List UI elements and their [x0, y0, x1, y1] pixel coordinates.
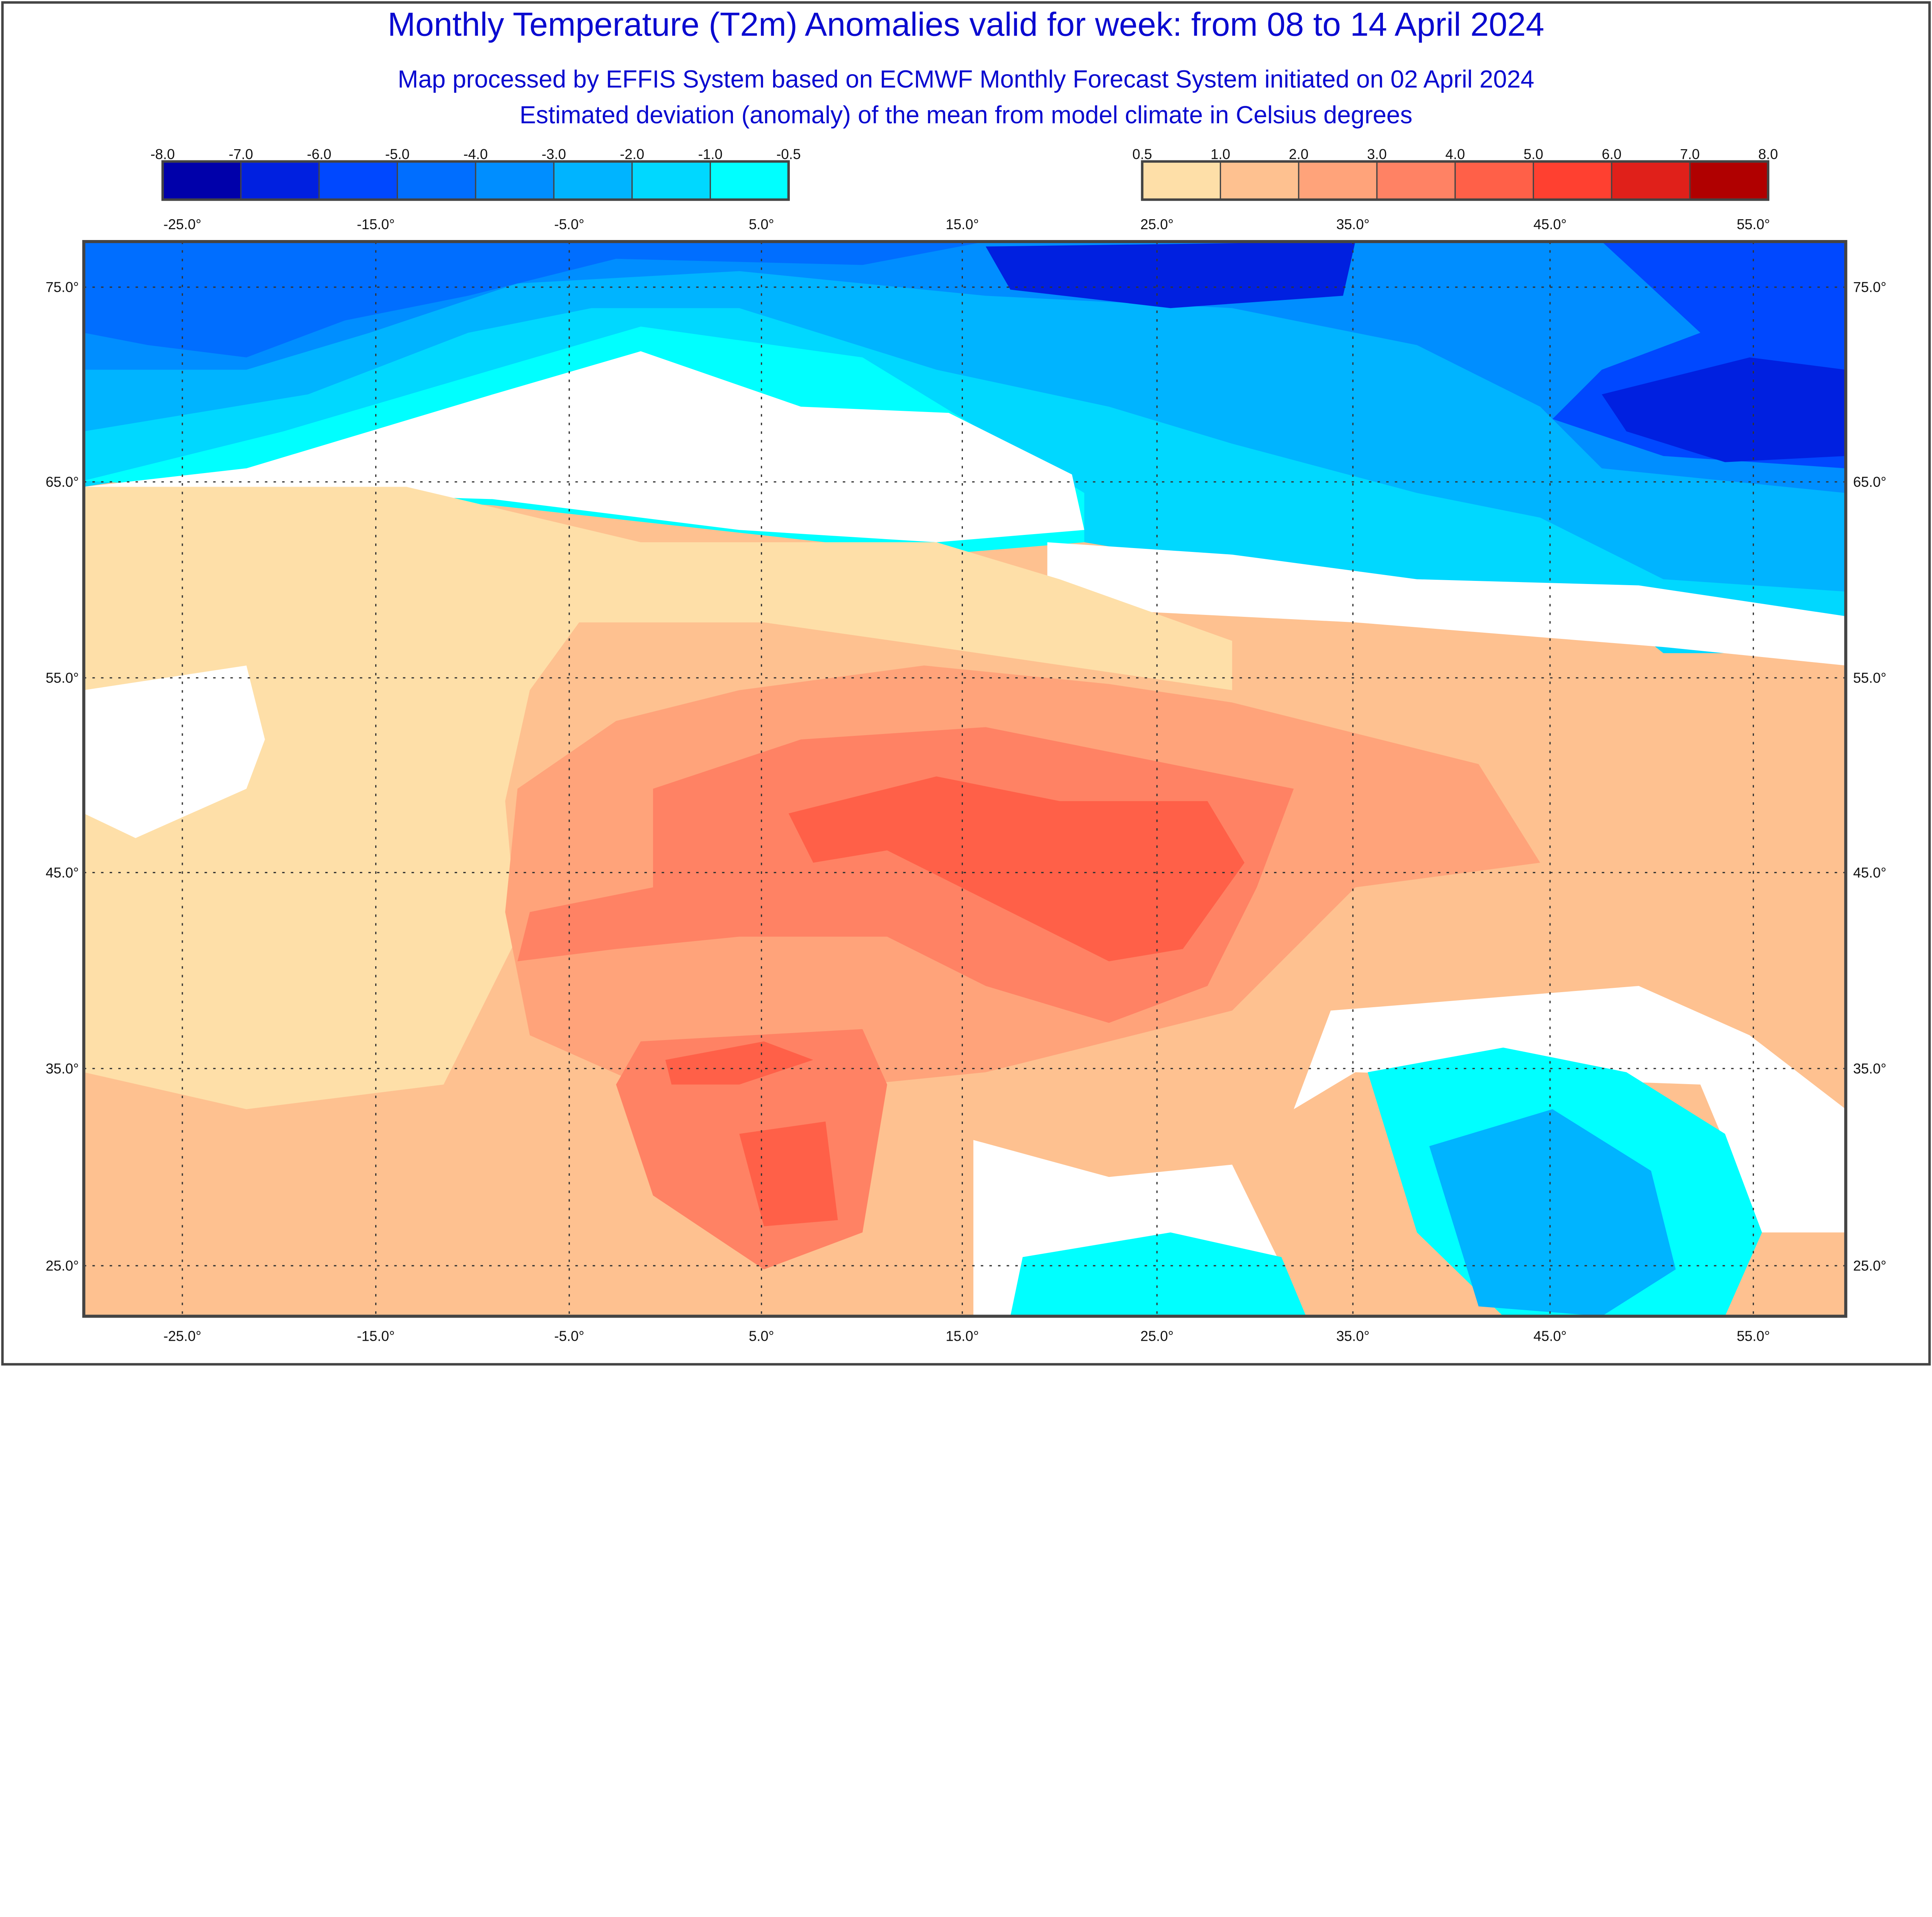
- anomaly-area-4-5-algeria: [665, 1041, 813, 1085]
- lon-label-top: -15.0°: [357, 216, 395, 232]
- legend-label: -5.0: [385, 146, 410, 162]
- lon-label-bottom: 35.0°: [1336, 1328, 1369, 1344]
- lon-label-top: 45.0°: [1533, 216, 1566, 232]
- axis-labels: -25.0° -25.0° -15.0° -15.0° -5.0° -5.0° 5.0° 5.…: [46, 216, 1886, 1344]
- anomaly-area-minus-4: [83, 241, 986, 358]
- legend-frame: [1141, 160, 1770, 201]
- neutral-area-middle-east: [1294, 986, 1846, 1233]
- neutral-area-atlantic: [83, 665, 265, 838]
- legend-label: -4.0: [463, 146, 488, 162]
- legend-label: -0.5: [776, 146, 801, 162]
- legend-swatch: [1532, 161, 1612, 201]
- anomaly-area-05-1: [83, 487, 1232, 1109]
- legend-swatch: [318, 161, 398, 201]
- lon-label-top: 5.0°: [749, 216, 774, 232]
- map-subtitle-source: Map processed by EFFIS System based on E…: [398, 65, 1534, 93]
- lat-label-left: 45.0°: [46, 865, 79, 880]
- legend-label: -7.0: [229, 146, 253, 162]
- lat-label-left: 35.0°: [46, 1061, 79, 1076]
- lat-label-left: 75.0°: [46, 279, 79, 295]
- map-title: Monthly Temperature (T2m) Anomalies vali…: [388, 6, 1544, 43]
- lon-label-bottom: -25.0°: [163, 1328, 201, 1344]
- lat-label-right: 45.0°: [1853, 865, 1886, 880]
- legend-swatch: [709, 161, 789, 201]
- legend-label: -3.0: [542, 146, 566, 162]
- anomaly-area-minus-3: [83, 241, 1846, 493]
- lat-label-right: 55.0°: [1853, 670, 1886, 686]
- map-subtitle-description: Estimated deviation (anomaly) of the mea…: [520, 101, 1413, 129]
- legend-positive: 0.5 1.0 2.0 3.0 4.0 5.0 6.0 7.0 8.0: [1133, 146, 1778, 201]
- legend-swatch: [1689, 161, 1769, 201]
- legend-swatch: [1219, 161, 1299, 201]
- neutral-area-north: [83, 351, 1085, 543]
- anomaly-area-minus-05-sahara: [1010, 1232, 1306, 1316]
- lat-label-right: 65.0°: [1853, 474, 1886, 490]
- anomaly-area-minus-6-east: [1602, 357, 1846, 462]
- lat-label-right: 75.0°: [1853, 279, 1886, 295]
- lat-label-left: 25.0°: [46, 1258, 79, 1274]
- lon-label-bottom: -5.0°: [554, 1328, 584, 1344]
- lon-label-top: 55.0°: [1737, 216, 1770, 232]
- legend-swatch: [631, 161, 711, 201]
- lon-label-bottom: 5.0°: [749, 1328, 774, 1344]
- lat-label-right: 35.0°: [1853, 1061, 1886, 1076]
- legend-label: 5.0: [1524, 146, 1543, 162]
- lon-label-bottom: 55.0°: [1737, 1328, 1770, 1344]
- lon-label-bottom: 45.0°: [1533, 1328, 1566, 1344]
- map-figure: Monthly Temperature (T2m) Anomalies vali…: [1, 1, 1931, 1366]
- lon-label-top: 15.0°: [946, 216, 979, 232]
- legend-swatch: [1611, 161, 1690, 201]
- legend-label: -1.0: [698, 146, 723, 162]
- legend-negative: -8.0 -7.0 -6.0 -5.0 -4.0 -3.0 -2.0 -1.0 -0.5: [150, 146, 801, 201]
- legend-swatch: [1298, 161, 1378, 201]
- legend-swatch: [475, 161, 554, 201]
- legend-swatch: [162, 161, 242, 201]
- anomaly-area-4-5: [788, 776, 1245, 962]
- lat-label-left: 65.0°: [46, 474, 79, 490]
- legend-label: 4.0: [1445, 146, 1465, 162]
- legend-swatch: [1454, 161, 1534, 201]
- legend-label: 6.0: [1602, 146, 1621, 162]
- anomaly-map: [83, 241, 1846, 1316]
- lon-label-top: 25.0°: [1140, 216, 1173, 232]
- legend-swatch: [240, 161, 320, 201]
- anomaly-area-4-5-africa: [739, 1121, 838, 1226]
- map-frame: [82, 240, 1847, 1318]
- legend-label: 3.0: [1367, 146, 1387, 162]
- lat-label-left: 55.0°: [46, 670, 79, 686]
- legend-swatch: [1141, 161, 1221, 201]
- legend-frame: [161, 160, 790, 201]
- lon-label-bottom: 15.0°: [946, 1328, 979, 1344]
- lon-label-top: 35.0°: [1336, 216, 1369, 232]
- legend-swatch: [396, 161, 476, 201]
- legend-label: 0.5: [1133, 146, 1152, 162]
- anomaly-area-minus-2-middle-east: [1429, 1109, 1676, 1316]
- legend-label: 7.0: [1680, 146, 1700, 162]
- lon-label-top: -25.0°: [163, 216, 201, 232]
- legend-label: 1.0: [1211, 146, 1230, 162]
- lon-label-top: -5.0°: [554, 216, 584, 232]
- legend-label: -8.0: [150, 146, 175, 162]
- legend-swatch: [553, 161, 633, 201]
- graticule: [83, 241, 1846, 1316]
- anomaly-area-minus-6: [986, 241, 1355, 308]
- lon-label-bottom: -15.0°: [357, 1328, 395, 1344]
- legend-label: 2.0: [1289, 146, 1308, 162]
- legend-label: 8.0: [1758, 146, 1778, 162]
- legend-label: -6.0: [307, 146, 331, 162]
- neutral-area-east: [1047, 542, 1846, 666]
- lat-label-right: 25.0°: [1853, 1258, 1886, 1274]
- legend-label: -2.0: [620, 146, 644, 162]
- legend-swatch: [1376, 161, 1456, 201]
- lon-label-bottom: 25.0°: [1140, 1328, 1173, 1344]
